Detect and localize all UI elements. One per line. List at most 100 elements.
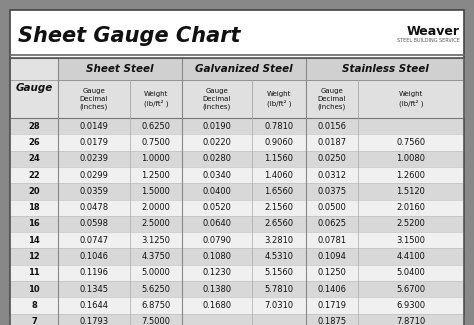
- Bar: [10, 265, 464, 281]
- Bar: [306, 80, 358, 118]
- Text: 1.4060: 1.4060: [264, 171, 293, 179]
- Text: 0.0520: 0.0520: [202, 203, 231, 212]
- Text: 0.1680: 0.1680: [202, 301, 232, 310]
- Text: 0.0790: 0.0790: [202, 236, 231, 245]
- Text: 0.0375: 0.0375: [318, 187, 346, 196]
- Text: 18: 18: [28, 203, 40, 212]
- Text: 5.7810: 5.7810: [264, 285, 293, 294]
- Text: 5.1560: 5.1560: [264, 268, 293, 277]
- Text: 0.0149: 0.0149: [80, 122, 109, 131]
- Bar: [10, 200, 464, 216]
- Bar: [182, 58, 306, 80]
- Bar: [58, 80, 130, 118]
- Text: 5.0000: 5.0000: [142, 268, 171, 277]
- Text: Weight
(lb/ft² ): Weight (lb/ft² ): [267, 91, 291, 107]
- Bar: [10, 58, 58, 118]
- Bar: [358, 80, 464, 118]
- Text: 0.1196: 0.1196: [80, 268, 109, 277]
- Text: 0.0179: 0.0179: [80, 138, 109, 147]
- Bar: [10, 281, 464, 297]
- Text: 4.3750: 4.3750: [141, 252, 171, 261]
- Text: 4.5310: 4.5310: [264, 252, 293, 261]
- Text: 0.7500: 0.7500: [142, 138, 171, 147]
- Text: Stainless Steel: Stainless Steel: [342, 64, 428, 74]
- Text: 7.8710: 7.8710: [396, 317, 426, 325]
- Text: 3.1500: 3.1500: [396, 236, 426, 245]
- Text: Gauge
Decimal
(inches): Gauge Decimal (inches): [203, 88, 231, 110]
- Text: 1.2600: 1.2600: [396, 171, 426, 179]
- Text: 0.1793: 0.1793: [80, 317, 109, 325]
- Text: 5.0400: 5.0400: [397, 268, 426, 277]
- Text: 0.1046: 0.1046: [80, 252, 109, 261]
- Text: 3.1250: 3.1250: [142, 236, 171, 245]
- Text: 0.0747: 0.0747: [80, 236, 109, 245]
- Text: 0.0299: 0.0299: [80, 171, 109, 179]
- Text: 0.7560: 0.7560: [396, 138, 426, 147]
- Bar: [10, 118, 464, 134]
- Text: 0.0250: 0.0250: [318, 154, 346, 163]
- Bar: [10, 248, 464, 265]
- Bar: [130, 80, 182, 118]
- Text: 20: 20: [28, 187, 40, 196]
- Text: 0.0312: 0.0312: [318, 171, 346, 179]
- Text: 6.8750: 6.8750: [141, 301, 171, 310]
- Text: Gauge
Decimal
(inches): Gauge Decimal (inches): [80, 88, 108, 110]
- Text: 0.1644: 0.1644: [80, 301, 109, 310]
- Text: 2.1560: 2.1560: [264, 203, 293, 212]
- Text: STEEL BUILDING SERVICE: STEEL BUILDING SERVICE: [397, 38, 460, 43]
- Text: 7.0310: 7.0310: [264, 301, 293, 310]
- Text: 0.1094: 0.1094: [318, 252, 346, 261]
- Text: 0.1719: 0.1719: [318, 301, 346, 310]
- Text: 0.0280: 0.0280: [202, 154, 231, 163]
- Bar: [58, 58, 182, 80]
- Bar: [182, 80, 252, 118]
- Text: 0.0190: 0.0190: [202, 122, 231, 131]
- Text: 3.2810: 3.2810: [264, 236, 293, 245]
- Bar: [10, 216, 464, 232]
- Text: 12: 12: [28, 252, 40, 261]
- Text: 0.1080: 0.1080: [202, 252, 231, 261]
- Text: 28: 28: [28, 122, 40, 131]
- Text: 0.7810: 0.7810: [264, 122, 293, 131]
- Text: Weaver: Weaver: [407, 25, 460, 38]
- Text: 0.0500: 0.0500: [318, 203, 346, 212]
- Text: 2.5200: 2.5200: [397, 219, 426, 228]
- Text: 1.0080: 1.0080: [396, 154, 426, 163]
- Text: 1.1560: 1.1560: [264, 154, 293, 163]
- Bar: [252, 80, 306, 118]
- Text: Weight
(lb/ft² ): Weight (lb/ft² ): [399, 91, 423, 107]
- Text: Weight
(lb/ft² ): Weight (lb/ft² ): [144, 91, 168, 107]
- Text: 1.2500: 1.2500: [142, 171, 171, 179]
- Text: 16: 16: [28, 219, 40, 228]
- Text: 22: 22: [28, 171, 40, 179]
- Text: 11: 11: [28, 268, 40, 277]
- Bar: [10, 58, 464, 325]
- Text: 0.9060: 0.9060: [264, 138, 293, 147]
- Text: 4.4100: 4.4100: [397, 252, 426, 261]
- Text: 0.1345: 0.1345: [80, 285, 109, 294]
- Bar: [306, 58, 464, 80]
- Text: 5.6700: 5.6700: [396, 285, 426, 294]
- Text: 0.0478: 0.0478: [80, 203, 109, 212]
- Text: 0.0400: 0.0400: [202, 187, 231, 196]
- Text: 0.0239: 0.0239: [80, 154, 109, 163]
- Text: Gauge
Decimal
(inches): Gauge Decimal (inches): [318, 88, 346, 110]
- Bar: [10, 134, 464, 150]
- Text: Galvanized Steel: Galvanized Steel: [195, 64, 293, 74]
- Text: 2.0000: 2.0000: [142, 203, 171, 212]
- Text: 1.5000: 1.5000: [142, 187, 171, 196]
- Text: 24: 24: [28, 154, 40, 163]
- Text: 2.0160: 2.0160: [396, 203, 426, 212]
- Bar: [10, 167, 464, 183]
- Text: 0.0156: 0.0156: [318, 122, 346, 131]
- Text: 10: 10: [28, 285, 40, 294]
- Text: 0.0220: 0.0220: [202, 138, 231, 147]
- Text: 0.0625: 0.0625: [318, 219, 346, 228]
- Bar: [10, 232, 464, 248]
- Text: 7: 7: [31, 317, 37, 325]
- Bar: [10, 150, 464, 167]
- Text: 1.0000: 1.0000: [142, 154, 171, 163]
- Text: 0.1230: 0.1230: [202, 268, 231, 277]
- Text: 1.6560: 1.6560: [264, 187, 293, 196]
- Text: 8: 8: [31, 301, 37, 310]
